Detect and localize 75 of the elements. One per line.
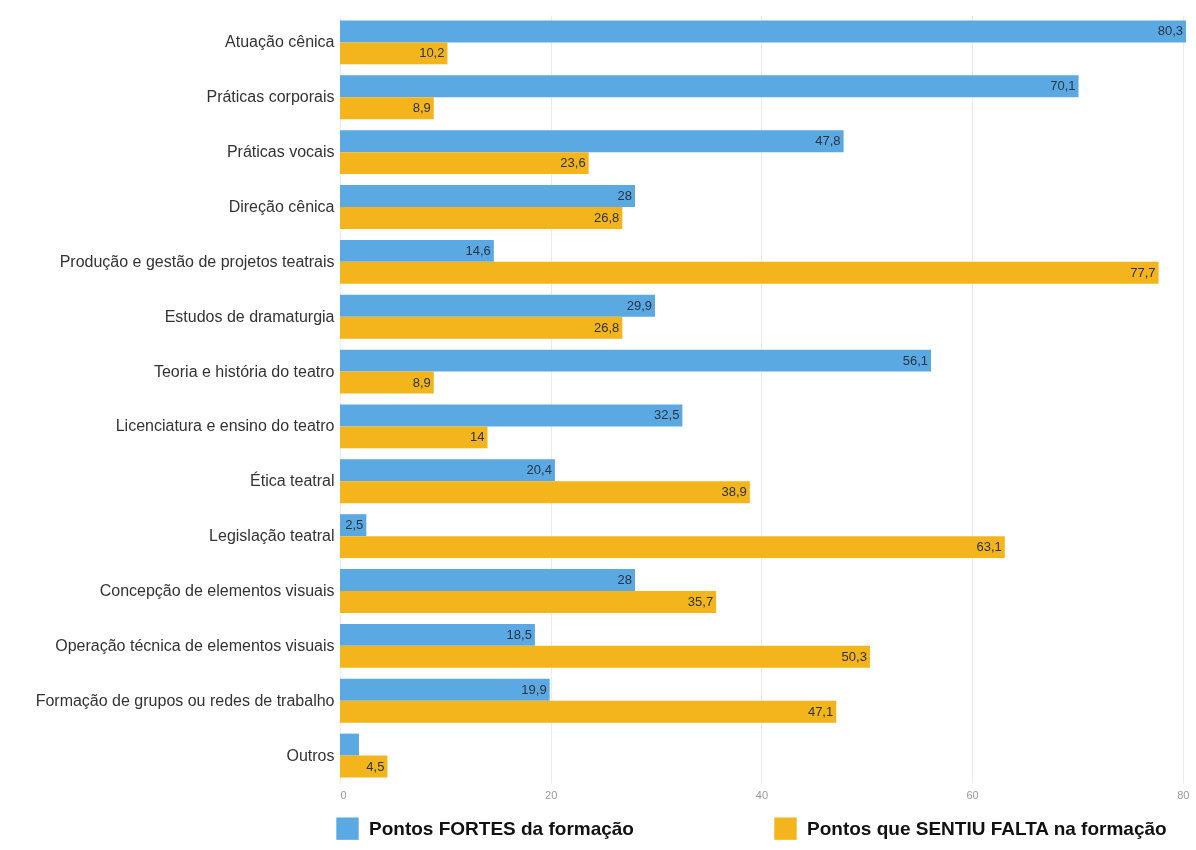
bar xyxy=(340,152,589,175)
bar xyxy=(340,75,1079,98)
bar xyxy=(340,207,623,229)
bar xyxy=(340,459,555,482)
x-tick-label: 0 xyxy=(340,788,347,801)
bar xyxy=(340,645,870,668)
data-label: 32,5 xyxy=(654,407,680,423)
bar xyxy=(340,623,535,646)
y-tick-label: Ética teatral xyxy=(250,471,335,490)
bar xyxy=(340,97,434,120)
y-tick-label: Licenciatura e ensino do teatro xyxy=(115,417,335,435)
x-tick-label: 40 xyxy=(755,788,769,801)
bar xyxy=(340,591,717,613)
data-label: 4,5 xyxy=(366,758,385,774)
data-label: 10,2 xyxy=(419,45,445,61)
data-label: 8,9 xyxy=(412,374,431,390)
y-tick-label: Teoria e história do teatro xyxy=(153,362,335,380)
data-label: 47,1 xyxy=(807,703,834,719)
bar xyxy=(340,678,550,701)
y-tick-label: Produção e gestão de projetos teatrais xyxy=(59,252,335,270)
data-label: 29,9 xyxy=(626,297,653,313)
data-label: 38,9 xyxy=(721,484,747,500)
bar xyxy=(340,294,656,317)
bar xyxy=(340,569,635,591)
data-label: 26,8 xyxy=(594,319,620,335)
y-tick-label: Concepção de elementos visuais xyxy=(99,582,335,599)
data-label: 2,5 xyxy=(345,517,364,533)
y-tick-label: Práticas vocais xyxy=(226,143,335,161)
y-tick-label: Atuação cênica xyxy=(225,33,335,51)
y-tick-label: Práticas corporais xyxy=(206,88,335,106)
x-tick-label: 80 xyxy=(1177,788,1190,801)
bar xyxy=(340,316,623,339)
bar xyxy=(340,371,434,394)
data-label: 28 xyxy=(617,188,632,204)
y-tick-label: Formação de grupos ou redes de trabalho xyxy=(35,691,335,709)
legend-label: Pontos que SENTIU FALTA na formação xyxy=(807,817,1167,839)
y-tick-label: Outros xyxy=(286,746,335,764)
data-label: 56,1 xyxy=(902,352,929,368)
bar xyxy=(340,404,683,427)
bar xyxy=(340,755,388,778)
data-label: 8,9 xyxy=(412,100,431,116)
y-tick-label: Estudos de dramaturgia xyxy=(164,307,335,325)
y-tick-label: Legislação teatral xyxy=(209,527,335,545)
data-label: 70,1 xyxy=(1050,78,1076,94)
legend-label: Pontos FORTES da formação xyxy=(369,817,634,839)
x-tick-label: 20 xyxy=(545,788,558,801)
bar xyxy=(340,239,494,262)
bar xyxy=(340,536,1005,559)
data-label: 80,3 xyxy=(1157,23,1183,39)
bar xyxy=(340,481,750,504)
data-label: 18,5 xyxy=(506,626,532,642)
bar xyxy=(340,426,488,449)
bar xyxy=(340,130,844,153)
y-tick-label: Direção cênica xyxy=(228,198,335,215)
bar xyxy=(340,20,1186,43)
x-tick-label: 60 xyxy=(966,788,979,801)
data-label: 14,6 xyxy=(465,242,491,258)
data-label: 50,3 xyxy=(841,648,867,664)
data-label: 47,8 xyxy=(815,133,841,149)
bar xyxy=(340,42,448,65)
bar xyxy=(340,185,635,207)
bar xyxy=(340,261,1159,284)
bar xyxy=(340,700,837,723)
data-label: 77,7 xyxy=(1130,264,1156,280)
data-label: 14 xyxy=(470,429,485,445)
data-label: 23,6 xyxy=(560,155,586,171)
data-label: 19,9 xyxy=(521,681,547,697)
data-label: 63,1 xyxy=(976,539,1002,555)
data-label: 26,8 xyxy=(594,209,620,225)
data-label: 35,7 xyxy=(687,593,714,609)
data-label: 20,4 xyxy=(526,462,552,478)
y-tick-label: Operação técnica de elementos visuais xyxy=(55,636,335,654)
bar xyxy=(340,733,359,756)
bar xyxy=(340,349,932,372)
data-label: 28 xyxy=(617,572,632,588)
